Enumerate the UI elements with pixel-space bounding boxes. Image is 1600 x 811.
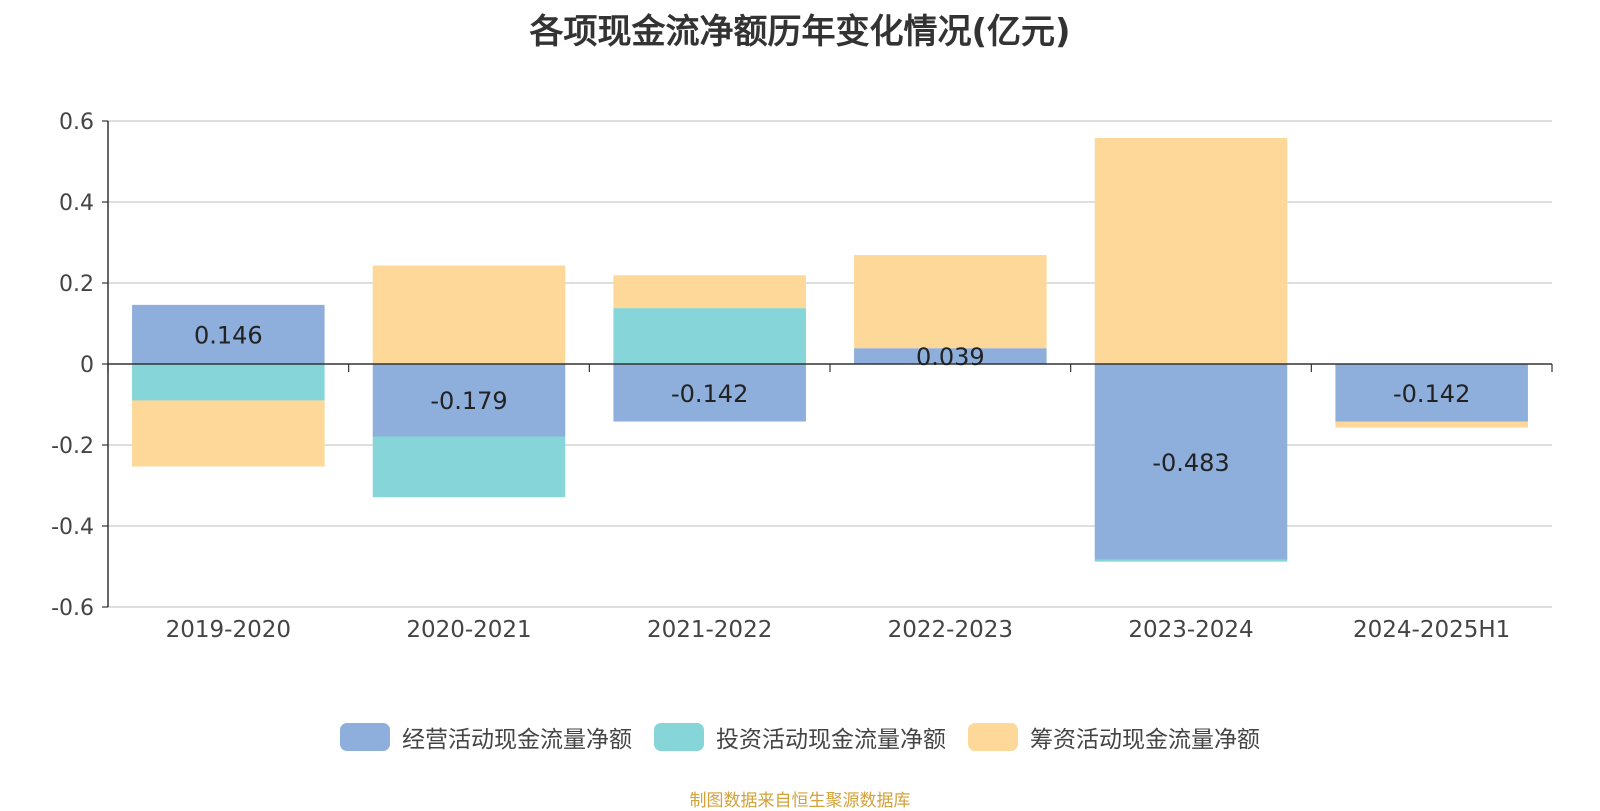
bar-segment [372,364,566,437]
legend-swatch-financing [968,723,1018,751]
bars [132,138,1528,562]
chart-title: 各项现金流净额历年变化情况(亿元) [529,12,1071,52]
bar-segment [854,255,1047,349]
grid-lines [108,120,1552,608]
x-tick-label: 2021-2022 [647,617,772,643]
bar-segment [372,265,566,364]
bar-segment [1094,138,1288,364]
bar-segment [613,308,806,364]
data-label: -0.142 [1393,380,1470,408]
y-tick-label: 0.2 [59,272,94,297]
y-tick-label: 0.6 [59,110,94,135]
bar-segment [372,436,566,498]
bar-segment [613,275,806,309]
legend: 经营活动现金流量净额 投资活动现金流量净额 筹资活动现金流量净额 [0,720,1600,754]
bar-segment [132,364,325,401]
bar-segment [1094,559,1288,562]
y-tick-label: -0.6 [51,596,94,621]
y-tick-label: 0 [80,353,94,378]
bar-segment [1335,364,1528,422]
data-label: 0.146 [194,321,263,349]
legend-item-financing[interactable]: 筹资活动现金流量净额 [968,720,1260,754]
data-label: -0.483 [1152,449,1229,477]
bar-segment [854,348,1047,364]
x-tick-label: 2022-2023 [888,617,1013,643]
legend-label-investing: 投资活动现金流量净额 [716,727,946,753]
bar-segment [613,364,806,422]
legend-label-financing: 筹资活动现金流量净额 [1030,727,1260,753]
x-tick-label: 2023-2024 [1128,617,1253,643]
legend-item-investing[interactable]: 投资活动现金流量净额 [654,720,946,754]
bar-segment [132,400,325,467]
x-tick-label: 2020-2021 [406,617,531,643]
data-label: -0.142 [671,380,748,408]
data-label: -0.179 [430,387,507,415]
legend-label-operating: 经营活动现金流量净额 [402,727,632,753]
source-note: 制图数据来自恒生聚源数据库 [689,791,911,811]
bar-segment [132,304,325,364]
legend-swatch-operating [340,723,390,751]
data-label: 0.039 [916,343,985,371]
x-tick-label: 2024-2025H1 [1353,617,1510,643]
y-tick-label: -0.4 [51,515,94,540]
bar-segment [1335,421,1528,428]
data-labels: 0.146 -0.179 -0.142 0.039 -0.483 -0.142 [194,321,1470,476]
bar-segment [1094,364,1288,560]
legend-item-operating[interactable]: 经营活动现金流量净额 [340,720,632,754]
axes: 0.6 0.4 0.2 0 -0.2 -0.4 -0.6 2019-2020 2020-2021… [51,110,1553,643]
legend-swatch-investing [654,723,704,751]
y-tick-label: 0.4 [59,191,94,216]
x-tick-label: 2019-2020 [166,617,291,643]
y-tick-label: -0.2 [51,434,94,459]
